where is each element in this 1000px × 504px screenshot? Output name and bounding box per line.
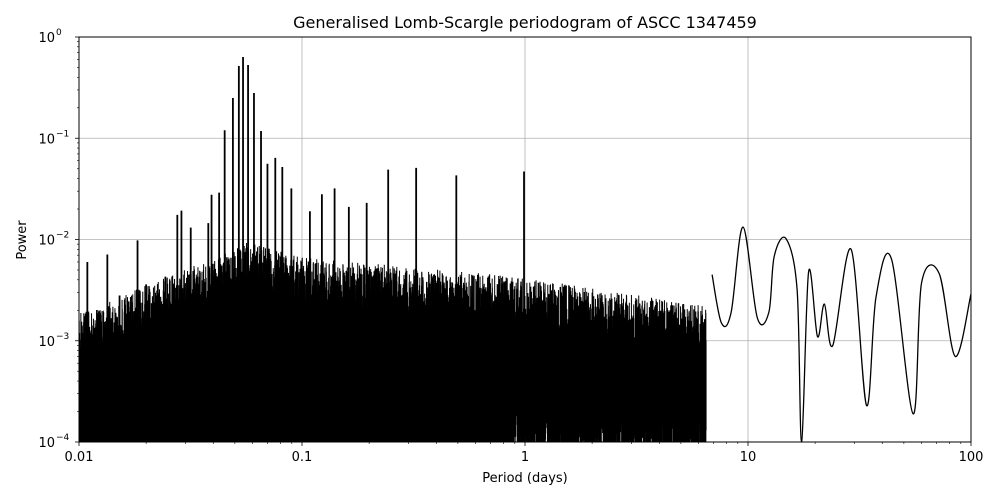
data-series-gls-power [78, 57, 971, 443]
y-tick-exponent: −4 [56, 433, 70, 443]
dense-noise-fill [79, 285, 515, 442]
chart-title: Generalised Lomb-Scargle periodogram of … [293, 13, 757, 32]
x-axis-label: Period (days) [482, 471, 568, 486]
axis-ticks [75, 36, 972, 446]
y-tick-exponent: −3 [56, 332, 69, 342]
x-tick-label: 0.01 [65, 450, 94, 465]
y-tick-exponent: 0 [56, 28, 62, 38]
y-tick-exponent: −1 [56, 129, 69, 139]
y-tick-label: 10 [38, 132, 55, 147]
long-period-curve [711, 226, 971, 442]
y-tick-label: 10 [38, 31, 55, 46]
y-tick-label: 10 [38, 335, 55, 350]
y-tick-exponent: −2 [56, 231, 69, 241]
x-tick-label: 0.1 [292, 450, 313, 465]
x-axis-tick-labels: 0.01 0.1 1 10 100 [65, 450, 984, 465]
x-tick-label: 10 [740, 450, 757, 465]
x-tick-label: 100 [959, 450, 984, 465]
x-tick-label: 1 [521, 450, 529, 465]
y-tick-label: 10 [38, 436, 55, 451]
y-tick-label: 10 [38, 234, 55, 249]
y-axis-label: Power [15, 220, 30, 260]
